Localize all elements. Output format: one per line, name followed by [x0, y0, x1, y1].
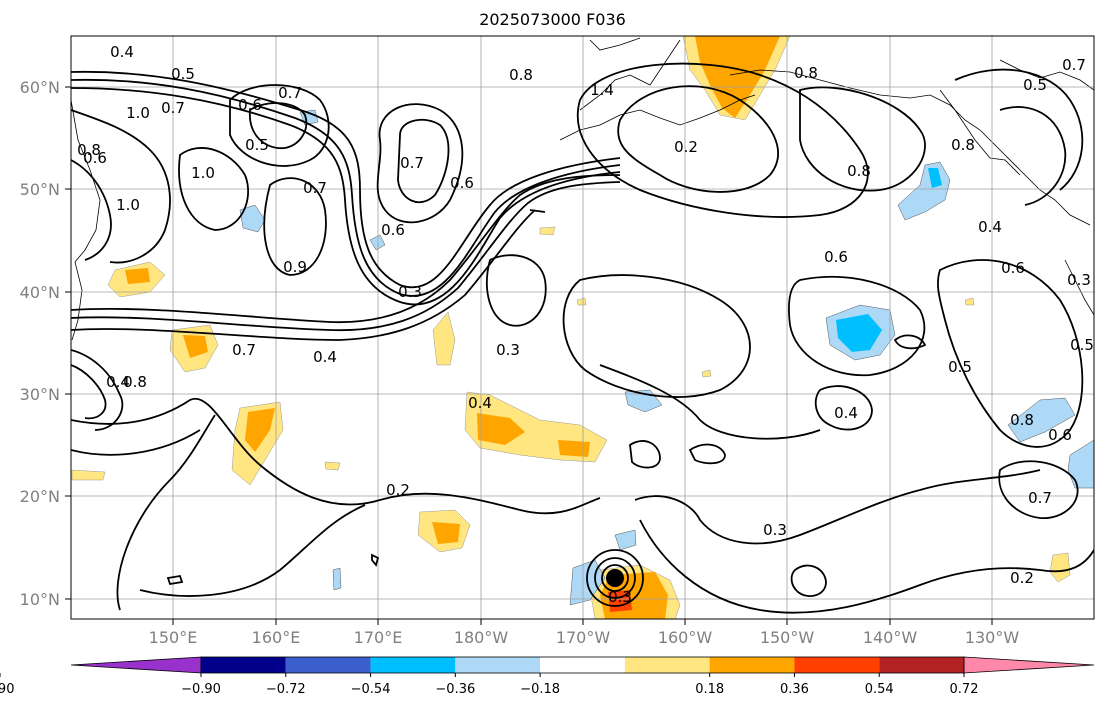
contour-label: 0.4 [106, 373, 130, 391]
contour-label: 0.5 [948, 358, 972, 376]
colorbar-segment [709, 657, 795, 673]
contour-label: 1.0 [191, 164, 215, 182]
tropical-cyclone-marker [606, 569, 624, 587]
contour-label: 0.4 [110, 43, 134, 61]
lon-label: 160°E [252, 628, 301, 647]
contour-label: 0.5 [245, 136, 269, 154]
lat-label: 20°N [20, 487, 60, 506]
lon-label: 130°W [965, 628, 1020, 647]
colorbar-tick-label: 0.90 [0, 682, 14, 697]
lat-label: 50°N [20, 180, 60, 199]
contour-label: 0.2 [1010, 569, 1034, 587]
contour-label: 0.4 [834, 404, 858, 422]
lat-label: 10°N [20, 590, 60, 609]
contour-label: 0.8 [847, 162, 871, 180]
contour-label: 0.3 [496, 341, 520, 359]
contour-label: 0.4 [313, 348, 337, 366]
tick-marks [65, 86, 993, 625]
latitude-labels: 60°N 50°N 40°N 30°N 20°N 10°N [20, 78, 60, 609]
lat-label: 40°N [20, 283, 60, 302]
colorbar-segment [70, 656, 202, 674]
contour-label: 0.6 [450, 174, 474, 192]
lat-label: 30°N [20, 385, 60, 404]
lon-label: 170°E [354, 628, 403, 647]
contour-label: 0.4 [468, 394, 492, 412]
colorbar-frame [200, 656, 965, 674]
contour-label: 0.7 [278, 84, 302, 102]
contour-label-layer: 0.4 0.5 0.8 1.0 0.6 0.7 0.5 0.7 0.6 1.0 1.0 0.7 0.9 0… [77, 43, 1094, 606]
longitude-labels: 150°E 160°E 170°E 180°W 170°W 160°W 150°… [149, 628, 1020, 647]
colorbar-tick-label: −0.18 [520, 682, 560, 697]
contour-label: 0.6 [381, 221, 405, 239]
contour-lines [71, 62, 1094, 614]
lat-label: 60°N [20, 78, 60, 97]
plot-area [71, 36, 1094, 619]
lon-label: 140°W [863, 628, 918, 647]
coastlines [71, 37, 1094, 341]
contour-label: 0.5 [1070, 336, 1094, 354]
contour-label: 0.8 [951, 136, 975, 154]
colorbar-tick-label: 0.54 [865, 682, 894, 697]
colorbar-segment [794, 657, 880, 673]
colorbar-tick-label: −0.90 [181, 682, 221, 697]
colorbar-tick-label: 0.18 [695, 682, 724, 697]
colorbar: −0.90 −0.72 −0.54 −0.36 −0.18 0.18 0.36 0.54 0.7… [0, 656, 1095, 697]
contour-label: 0.8 [1010, 411, 1034, 429]
contour-label: 0.6 [1048, 426, 1072, 444]
contour-label: 1.0 [126, 104, 150, 122]
contour-label: 0.6 [1001, 259, 1025, 277]
lon-label: 180°W [454, 628, 509, 647]
contour-label: 0.7 [232, 341, 256, 359]
contour-label: 0.3 [1067, 271, 1091, 289]
colorbar-segment [624, 657, 710, 673]
contour-label: 0.8 [509, 66, 533, 84]
map-title: 2025073000 F036 [479, 10, 626, 29]
contour-label: 0.6 [83, 149, 107, 167]
contour-label: 0.3 [398, 283, 422, 301]
colorbar-segment [540, 657, 625, 673]
colorbar-tick-label: −0.72 [266, 682, 306, 697]
colorbar-tick-label: −0.36 [435, 682, 475, 697]
contour-label: 0.7 [1062, 56, 1086, 74]
contour-label: 0.5 [171, 65, 195, 83]
colorbar-tick-label: 0.36 [780, 682, 809, 697]
contour-label: 1.0 [116, 196, 140, 214]
contour-label: 0.3 [763, 521, 787, 539]
lon-label: 150°E [149, 628, 198, 647]
contour-label: 0.8 [77, 141, 101, 159]
contour-label: 1.4 [590, 81, 614, 99]
colorbar-segment [201, 657, 286, 673]
colorbar-segment [455, 657, 541, 673]
contour-label: 0.2 [674, 138, 698, 156]
contour-label: 0.4 [978, 218, 1002, 236]
contour-label: 0.6 [238, 96, 262, 114]
contour-label: 0.8 [123, 373, 147, 391]
lon-label: 170°W [556, 628, 611, 647]
colorbar-tick-label: −0.54 [351, 682, 391, 697]
contour-label: 0.6 [824, 248, 848, 266]
contour-label: 0.9 [283, 258, 307, 276]
contour-label: 0.7 [1028, 489, 1052, 507]
negative-shading [239, 109, 1094, 606]
colorbar-segment [370, 657, 456, 673]
lon-label: 150°W [760, 628, 815, 647]
contour-label: 0.2 [386, 481, 410, 499]
positive-shading [71, 36, 1071, 619]
colorbar-tick-label: 0.72 [950, 682, 979, 697]
colorbar-segment [963, 656, 1095, 674]
contour-label: 0.8 [794, 64, 818, 82]
colorbar-segment [879, 657, 964, 673]
contour-label: 0.7 [161, 99, 185, 117]
contour-label: 0.7 [303, 179, 327, 197]
contour-label: 0.3 [608, 588, 632, 606]
colorbar-segment [285, 657, 371, 673]
contour-label: 0.7 [400, 154, 424, 172]
contour-label: 0.5 [1023, 76, 1047, 94]
lon-label: 160°W [658, 628, 713, 647]
